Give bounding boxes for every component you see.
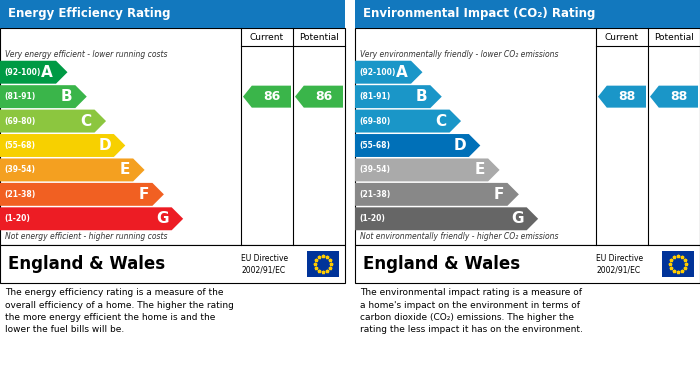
Text: The environmental impact rating is a measure of
a home's impact on the environme: The environmental impact rating is a mea… <box>360 288 583 334</box>
Bar <box>355 0 700 28</box>
Bar <box>662 251 694 277</box>
Bar <box>355 28 700 245</box>
Text: 86: 86 <box>315 90 332 103</box>
Text: C: C <box>435 113 447 129</box>
Text: (39-54): (39-54) <box>4 165 35 174</box>
Text: D: D <box>453 138 466 153</box>
Text: (21-38): (21-38) <box>359 190 391 199</box>
Polygon shape <box>355 134 480 157</box>
Text: Very environmentally friendly - lower CO₂ emissions: Very environmentally friendly - lower CO… <box>360 50 559 59</box>
Text: E: E <box>120 162 130 178</box>
Polygon shape <box>295 86 343 108</box>
Polygon shape <box>355 109 461 133</box>
Polygon shape <box>355 158 500 181</box>
Text: (81-91): (81-91) <box>4 92 35 101</box>
Text: A: A <box>41 65 53 80</box>
Polygon shape <box>0 207 183 230</box>
Polygon shape <box>0 109 106 133</box>
Bar <box>0 0 345 28</box>
Text: 88: 88 <box>618 90 635 103</box>
Text: 86: 86 <box>262 90 280 103</box>
Text: Energy Efficiency Rating: Energy Efficiency Rating <box>8 7 171 20</box>
Text: G: G <box>511 211 524 226</box>
Text: (1-20): (1-20) <box>359 214 385 223</box>
Polygon shape <box>355 207 538 230</box>
Text: (92-100): (92-100) <box>4 68 41 77</box>
Polygon shape <box>355 183 519 206</box>
Text: 88: 88 <box>670 90 687 103</box>
Text: Environmental Impact (CO₂) Rating: Environmental Impact (CO₂) Rating <box>363 7 596 20</box>
Polygon shape <box>0 85 87 108</box>
Text: F: F <box>494 187 505 202</box>
Text: E: E <box>475 162 485 178</box>
Text: D: D <box>98 138 111 153</box>
Polygon shape <box>355 61 423 84</box>
Text: Current: Current <box>250 32 284 41</box>
Polygon shape <box>243 86 291 108</box>
Polygon shape <box>0 183 164 206</box>
Text: (21-38): (21-38) <box>4 190 35 199</box>
Text: C: C <box>80 113 92 129</box>
Text: B: B <box>61 89 72 104</box>
Bar <box>307 251 339 277</box>
Polygon shape <box>0 61 67 84</box>
Text: (92-100): (92-100) <box>359 68 396 77</box>
Text: (81-91): (81-91) <box>359 92 391 101</box>
Polygon shape <box>355 85 442 108</box>
Polygon shape <box>0 158 145 181</box>
Bar <box>0 28 345 245</box>
Text: The energy efficiency rating is a measure of the
overall efficiency of a home. T: The energy efficiency rating is a measur… <box>5 288 234 334</box>
Text: EU Directive
2002/91/EC: EU Directive 2002/91/EC <box>241 254 288 274</box>
Text: Potential: Potential <box>654 32 694 41</box>
Text: England & Wales: England & Wales <box>363 255 520 273</box>
Text: Not energy efficient - higher running costs: Not energy efficient - higher running co… <box>5 232 167 241</box>
Text: (55-68): (55-68) <box>4 141 35 150</box>
Bar <box>355 245 700 283</box>
Text: (1-20): (1-20) <box>4 214 30 223</box>
Text: F: F <box>139 187 149 202</box>
Text: A: A <box>396 65 408 80</box>
Text: (69-80): (69-80) <box>359 117 391 126</box>
Text: England & Wales: England & Wales <box>8 255 165 273</box>
Text: Potential: Potential <box>299 32 339 41</box>
Polygon shape <box>650 86 698 108</box>
Text: B: B <box>416 89 427 104</box>
Text: G: G <box>156 211 169 226</box>
Text: (69-80): (69-80) <box>4 117 35 126</box>
Text: Current: Current <box>605 32 639 41</box>
Bar <box>0 245 345 283</box>
Polygon shape <box>0 134 125 157</box>
Text: EU Directive
2002/91/EC: EU Directive 2002/91/EC <box>596 254 643 274</box>
Text: Not environmentally friendly - higher CO₂ emissions: Not environmentally friendly - higher CO… <box>360 232 559 241</box>
Polygon shape <box>598 86 646 108</box>
Text: (39-54): (39-54) <box>359 165 390 174</box>
Text: (55-68): (55-68) <box>359 141 390 150</box>
Text: Very energy efficient - lower running costs: Very energy efficient - lower running co… <box>5 50 167 59</box>
